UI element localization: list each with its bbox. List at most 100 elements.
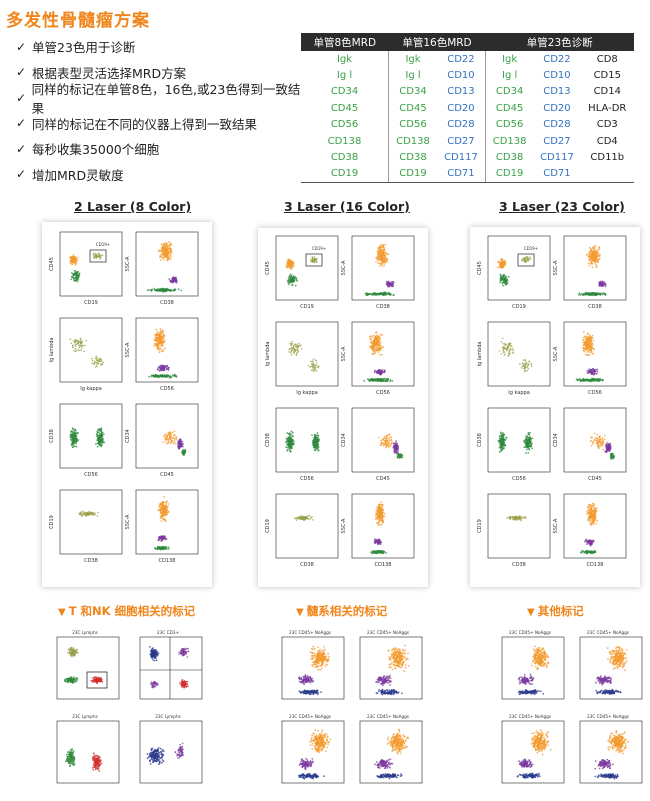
svg-text:CD19: CD19	[84, 300, 98, 306]
event-cluster	[148, 373, 178, 379]
event-cluster	[91, 355, 104, 368]
table-cell: Ig l	[388, 67, 437, 84]
event-cluster	[374, 501, 386, 526]
scatter-plot: SSC-A CD38	[125, 231, 199, 306]
event-cluster	[374, 758, 394, 770]
table-cell: CD56	[388, 116, 437, 133]
scatter-plot: Ig lambda Ig kappa	[265, 321, 339, 396]
scatter-plot: CD38 CD56	[265, 407, 339, 482]
event-cluster	[154, 545, 170, 551]
event-cluster	[309, 729, 332, 754]
event-cluster	[575, 377, 604, 383]
event-cluster	[294, 514, 314, 521]
event-cluster	[69, 254, 79, 266]
event-cluster	[392, 440, 400, 455]
event-cluster	[598, 280, 607, 288]
table-cell: CD38	[388, 149, 437, 166]
event-cluster	[285, 430, 295, 453]
svg-text:SSC-A: SSC-A	[125, 256, 131, 272]
table-cell: CD8	[596, 53, 618, 65]
table-cell: CD22	[447, 53, 475, 65]
svg-text:CD56: CD56	[84, 472, 98, 478]
svg-text:SSC-A: SSC-A	[125, 514, 131, 530]
event-cluster	[67, 646, 79, 658]
event-cluster	[156, 364, 170, 372]
event-cluster	[149, 646, 160, 662]
event-cluster	[370, 549, 388, 555]
event-cluster	[157, 535, 168, 542]
table-cell: CD28	[447, 119, 475, 131]
svg-text:CD19: CD19	[265, 519, 271, 533]
list-item: ✓ 根据表型灵活选择MRD方案	[16, 60, 306, 86]
svg-text:CD56: CD56	[512, 476, 526, 482]
table-cell: CD11b	[590, 152, 625, 164]
list-item-label: 每秒收集35000个细胞	[32, 142, 160, 158]
event-cluster	[609, 452, 616, 460]
table-cell: Ig l	[336, 70, 353, 82]
list-item-label: 同样的标记在单管8色，16色,或23色得到一致结果	[31, 81, 301, 116]
scatter-plot: 23C CD3+	[139, 630, 203, 700]
svg-text:CD38: CD38	[588, 304, 602, 310]
event-cluster	[580, 549, 597, 555]
event-cluster	[396, 452, 404, 459]
table-cell: CD19	[301, 165, 389, 183]
table-row: CD19 CD19 CD71 CD19 CD71	[301, 165, 634, 183]
event-cluster	[158, 241, 173, 262]
event-cluster	[577, 291, 607, 297]
scatter-plot: SSC-A CD138	[125, 489, 199, 564]
event-cluster	[519, 359, 533, 373]
svg-text:SSC-A: SSC-A	[553, 346, 559, 362]
scatter-plot: CD19 CD38	[265, 493, 339, 568]
check-icon: ✓	[16, 116, 27, 131]
table-cell: CD117	[444, 152, 478, 164]
event-cluster	[373, 369, 386, 376]
triangle-down-icon: ▼	[296, 607, 304, 618]
section-heading-myeloid: ▼ 髓系相关的标记	[296, 604, 388, 618]
event-cluster	[363, 377, 394, 383]
svg-text:CD38: CD38	[160, 300, 174, 306]
event-cluster	[64, 748, 76, 768]
svg-text:Ig kappa: Ig kappa	[80, 386, 102, 392]
event-cluster	[530, 729, 552, 756]
table-cell: CD71	[533, 165, 581, 183]
scatter-plot: SSC-A CD138	[341, 493, 415, 568]
event-cluster	[517, 689, 545, 696]
table-cell: CD56	[330, 119, 359, 131]
check-icon: ✓	[16, 39, 27, 54]
scatter-plot: CD38 CD56	[477, 407, 551, 482]
event-cluster	[589, 432, 608, 451]
section-heading-tnk: ▼ T 和NK 细胞相关的标记	[58, 604, 196, 618]
svg-text:CD19: CD19	[300, 304, 314, 310]
table-cell: CD10	[447, 70, 475, 82]
table-cell: CD13	[447, 86, 475, 98]
svg-text:CD56: CD56	[160, 386, 174, 392]
scatter-plot: CD34 CD45	[125, 403, 199, 478]
table-cell: CD27	[447, 135, 475, 147]
event-cluster	[63, 676, 79, 684]
event-cluster	[604, 442, 612, 454]
table-cell: Ig l	[484, 67, 534, 84]
event-cluster	[179, 678, 189, 689]
table-cell: CD71	[436, 165, 486, 183]
event-cluster	[364, 291, 395, 297]
table-header: 单管8色MRD	[301, 33, 389, 51]
scatter-plot: CD19+ CD45 CD19	[477, 235, 551, 310]
event-cluster	[506, 515, 527, 522]
svg-text:CD38: CD38	[84, 558, 98, 564]
check-icon: ✓	[16, 90, 27, 105]
table-cell: CD22	[543, 53, 571, 65]
table-cell	[580, 165, 634, 183]
list-item: ✓ 单管23色用于诊断	[16, 34, 306, 60]
table-row: CD38 CD38 CD117 CD38 CD117 CD11b	[301, 149, 634, 166]
scatter-plot: 23C Lymphs	[56, 714, 120, 784]
table-cell: CD28	[543, 119, 571, 131]
table-row: CD34 CD34 CD13 CD34 CD13 CD14	[301, 83, 634, 101]
table-cell: Igk	[388, 51, 437, 68]
table-cell: CD14	[593, 86, 621, 98]
plot-panel-16-color	[258, 228, 428, 587]
scatter-plot: 23C Lymphs	[56, 630, 120, 700]
event-cluster	[385, 280, 395, 288]
event-cluster	[594, 758, 614, 770]
svg-text:Ig kappa: Ig kappa	[508, 390, 530, 396]
event-cluster	[497, 257, 507, 269]
